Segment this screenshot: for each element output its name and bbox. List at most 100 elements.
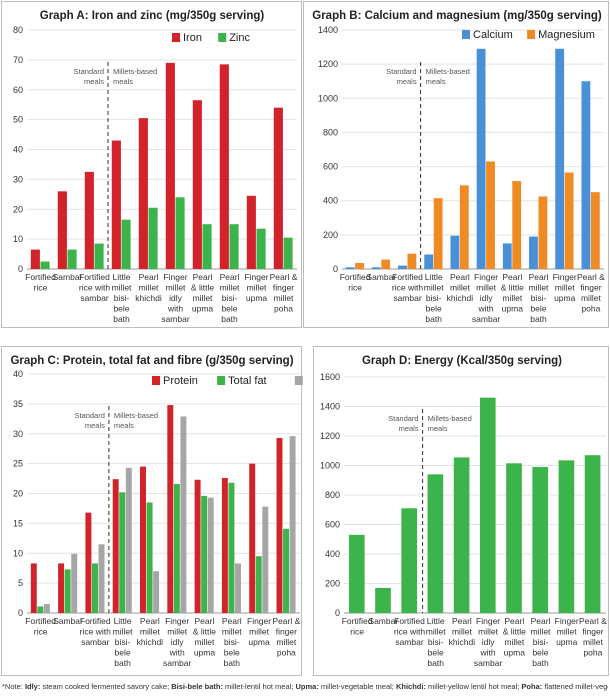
bar-total-fat [91,563,98,613]
bar-calcium [581,81,591,269]
bar-protein [221,477,228,613]
y-tick-label: 600 [323,162,338,172]
legend-swatch [217,376,226,385]
chart-title: Graph B: Calcium and magnesium (mg/350g … [312,10,602,22]
group-label-millets: meals [113,77,133,86]
bar-value [558,460,575,613]
bar-zinc [256,228,266,269]
x-category-label: Pearl & little millet upma [191,272,214,314]
bar-value [427,474,444,613]
bar-value [479,397,496,613]
bar-value [401,508,418,613]
group-label-standard: Standard [386,67,416,76]
x-category-label: Finger millet upma [247,616,271,647]
x-category-label: Sambar [366,272,396,282]
graph-c-svg: Graph C: Protein, total fat and fibre (g… [10,355,303,668]
legend-swatch [294,376,303,385]
bar-zinc [94,243,104,269]
x-category-label: Fortified rice [340,272,371,293]
y-tick-label: 40 [13,145,23,155]
y-tick-label: 400 [325,549,340,559]
bar-total-fat [146,502,153,613]
bar-value [584,455,601,613]
group-label-millets: meals [426,77,446,86]
x-category-label: Fortified rice with sambar [394,616,425,647]
bar-magnesium [433,198,443,269]
bar-calcium [555,48,565,270]
y-tick-label: 50 [13,115,23,125]
bar-calcium [424,254,434,269]
y-tick-label: 70 [13,55,23,65]
footnote: *Note: Idly: steam cooked fermented savo… [2,682,608,691]
bar-zinc [121,219,131,269]
y-tick-label: 1400 [320,402,340,412]
legend-swatch [152,376,160,385]
x-category-label: Pearl millet bisi-bele bath [220,272,240,324]
x-category-label: Finger millet idly with sambar [161,272,190,324]
x-category-label: Pearl & finger millet poha [579,616,607,658]
x-category-label: Fortified rice [25,272,56,293]
bar-protein [30,563,37,613]
y-tick-label: 35 [13,399,23,409]
x-category-label: Sambar [368,616,398,626]
bar-zinc [229,224,239,269]
bar-magnesium [590,192,600,269]
bar-iron [273,107,283,269]
bar-magnesium [564,172,574,269]
x-category-label: Pearl & finger millet poha [577,272,605,314]
bar-iron [192,100,202,269]
bar-protein [276,437,283,613]
x-category-label: Sambar [53,616,83,626]
bar-calcium [502,243,512,269]
bar-calcium [529,236,538,269]
x-category-label: Finger millet upma [244,272,268,303]
bar-magnesium [407,253,417,269]
group-label-standard: meals [84,77,104,86]
bar-calcium [476,48,486,270]
legend-swatch [172,33,180,42]
bar-iron [138,118,148,269]
bar-iron [165,62,175,269]
bar-iron [246,195,256,269]
bar-protein [167,405,174,613]
bar-fibre [71,553,78,613]
bar-protein [112,479,119,613]
bar-total-fat [64,569,71,613]
bar-zinc [283,237,293,269]
y-tick-label: 80 [13,25,23,35]
y-tick-label: 1000 [320,461,340,471]
group-label-standard: meals [85,421,105,430]
bar-iron [219,64,229,269]
x-category-label: Pearl & finger millet poha [272,616,300,658]
y-tick-label: 800 [323,127,338,137]
x-category-label: Little millet bisi-bele bath [112,272,132,324]
bar-iron [111,140,121,269]
x-category-label: Finger millet idly with sambar [163,616,192,668]
bar-fibre [153,571,160,613]
y-tick-label: 1200 [320,431,340,441]
bar-total-fat [228,482,235,613]
bar-magnesium [381,259,391,269]
x-category-label: Pearl millet khichdi [447,272,474,303]
y-tick-label: 1400 [318,25,338,35]
x-category-label: Pearl millet khichdi [449,616,476,647]
group-label-millets: Millets-based [113,67,157,76]
bar-value [506,463,522,613]
bar-total-fat [283,528,290,613]
legend-swatch [527,30,536,39]
x-category-label: Fortified rice with sambar [392,272,423,303]
x-category-label: Finger millet upma [555,616,579,647]
bar-total-fat [37,606,44,613]
footnote-text: steam cooked fermented savory cake; [40,682,172,691]
footnote-term: Poha: [521,682,543,691]
bar-iron [30,249,40,269]
bar-magnesium [512,181,522,269]
graph-c-panel: Graph C: Protein, total fat and fibre (g… [1,346,303,676]
y-tick-label: 1000 [318,93,338,103]
x-category-label: Finger millet idly with sambar [474,616,503,668]
legend-label: Zinc [229,32,250,44]
bar-zinc [175,197,185,269]
bar-calcium [450,235,460,269]
group-label-standard: meals [397,77,417,86]
group-label-standard: meals [399,424,419,433]
